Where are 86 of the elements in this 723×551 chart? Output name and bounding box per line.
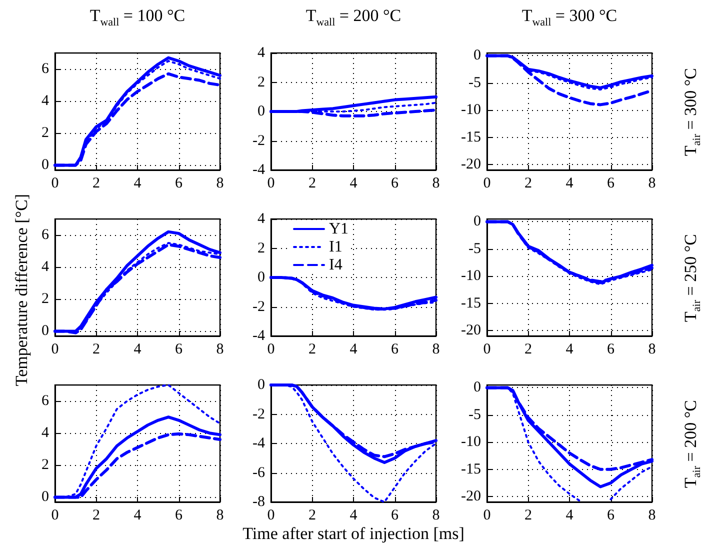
- x-tick-label: 6: [391, 176, 399, 192]
- y-tick-label: -20: [461, 322, 481, 339]
- y-tick-label: -2: [252, 406, 265, 422]
- x-tick-label: 8: [648, 176, 656, 192]
- y-tick-label: 0: [42, 157, 49, 174]
- x-tick-label: 6: [607, 508, 615, 524]
- y-tick-label: -15: [461, 295, 481, 312]
- x-tick-label: 6: [607, 342, 615, 358]
- x-axis-title: Time after start of injection [ms]: [242, 524, 464, 544]
- x-tick-label: 2: [92, 176, 100, 192]
- x-tick-label: 8: [432, 508, 440, 524]
- y-tick-label: 6: [42, 393, 50, 410]
- y-tick-label: -10: [461, 434, 481, 450]
- y-tick-label: -2: [252, 298, 265, 315]
- y-tick-label: 2: [258, 240, 265, 256]
- y-tick-label: -10: [461, 268, 481, 284]
- y-tick-label: 6: [42, 61, 50, 78]
- x-tick-label: 2: [308, 508, 316, 524]
- y-tick-label: -15: [461, 129, 481, 146]
- y-tick-label: -8: [252, 494, 265, 510]
- y-tick-label: 4: [258, 211, 266, 227]
- y-tick-label: -20: [461, 156, 481, 173]
- x-tick-label: 2: [308, 176, 316, 192]
- y-tick-label: 4: [42, 425, 50, 442]
- chart-title: T$_{wall}$ = 300 °C: [520, 6, 618, 28]
- x-tick-label: 8: [216, 176, 224, 192]
- x-tick-label: 8: [432, 176, 440, 192]
- y-tick-label: -5: [468, 240, 481, 257]
- x-tick-label: 4: [134, 508, 142, 524]
- x-tick-label: 8: [648, 508, 656, 524]
- y-axis-title: Temperature difference [°C]: [12, 193, 32, 386]
- x-tick-label: 4: [350, 176, 358, 192]
- y-tick-label: 0: [474, 380, 481, 396]
- y-tick-label: 0: [42, 489, 49, 506]
- x-tick-label: 2: [524, 508, 532, 524]
- y-tick-label: -10: [461, 102, 481, 118]
- y-tick-label: -5: [468, 74, 481, 91]
- y-tick-label: 4: [42, 93, 50, 110]
- x-tick-label: 6: [175, 176, 183, 192]
- x-tick-label: 4: [134, 342, 142, 358]
- x-tick-label: 8: [432, 342, 440, 358]
- x-tick-label: 4: [566, 176, 574, 192]
- y-tick-label: 2: [258, 74, 265, 90]
- x-tick-label: 2: [308, 342, 316, 358]
- x-tick-label: 6: [607, 176, 615, 192]
- x-tick-label: 4: [350, 508, 358, 524]
- x-tick-label: 2: [524, 342, 532, 358]
- x-tick-label: 8: [216, 508, 224, 524]
- x-tick-label: 6: [175, 342, 183, 358]
- y-tick-label: 0: [258, 270, 265, 286]
- y-tick-label: -4: [252, 328, 266, 344]
- y-tick-label: 0: [42, 323, 49, 340]
- y-tick-label: -2: [252, 132, 265, 149]
- y-tick-label: 0: [474, 48, 481, 64]
- y-tick-label: 2: [42, 457, 49, 474]
- legend-label: Y1: [329, 220, 349, 238]
- legend-label: I1: [329, 238, 342, 256]
- y-tick-label: 4: [42, 259, 50, 276]
- x-tick-label: 8: [648, 342, 656, 358]
- legend-label: I4: [329, 256, 342, 274]
- y-tick-label: 2: [42, 291, 49, 308]
- y-tick-label: -15: [461, 461, 481, 478]
- x-tick-label: 2: [524, 176, 532, 192]
- y-tick-label: -5: [468, 406, 481, 423]
- x-tick-label: 4: [566, 342, 574, 358]
- x-tick-label: 6: [391, 508, 399, 524]
- chart-title: T$_{wall}$ = 100 °C: [88, 6, 186, 28]
- y-tick-label: 4: [258, 45, 266, 61]
- x-tick-label: 8: [216, 342, 224, 358]
- y-tick-label: 6: [42, 227, 50, 244]
- y-tick-label: -6: [252, 464, 266, 481]
- y-tick-label: 2: [42, 125, 49, 142]
- x-tick-label: 4: [566, 508, 574, 524]
- y-tick-label: -4: [252, 162, 266, 178]
- y-tick-label: -4: [252, 436, 266, 452]
- y-tick-label: 0: [258, 104, 265, 120]
- x-tick-label: 2: [92, 508, 100, 524]
- x-tick-label: 6: [175, 508, 183, 524]
- y-tick-label: 0: [258, 377, 265, 393]
- chart-title: T$_{wall}$ = 200 °C: [304, 6, 402, 28]
- x-tick-label: 2: [92, 342, 100, 358]
- x-tick-label: 6: [391, 342, 399, 358]
- x-tick-label: 4: [134, 176, 142, 192]
- y-tick-label: -20: [461, 488, 481, 505]
- y-tick-label: 0: [474, 214, 481, 230]
- x-tick-label: 4: [350, 342, 358, 358]
